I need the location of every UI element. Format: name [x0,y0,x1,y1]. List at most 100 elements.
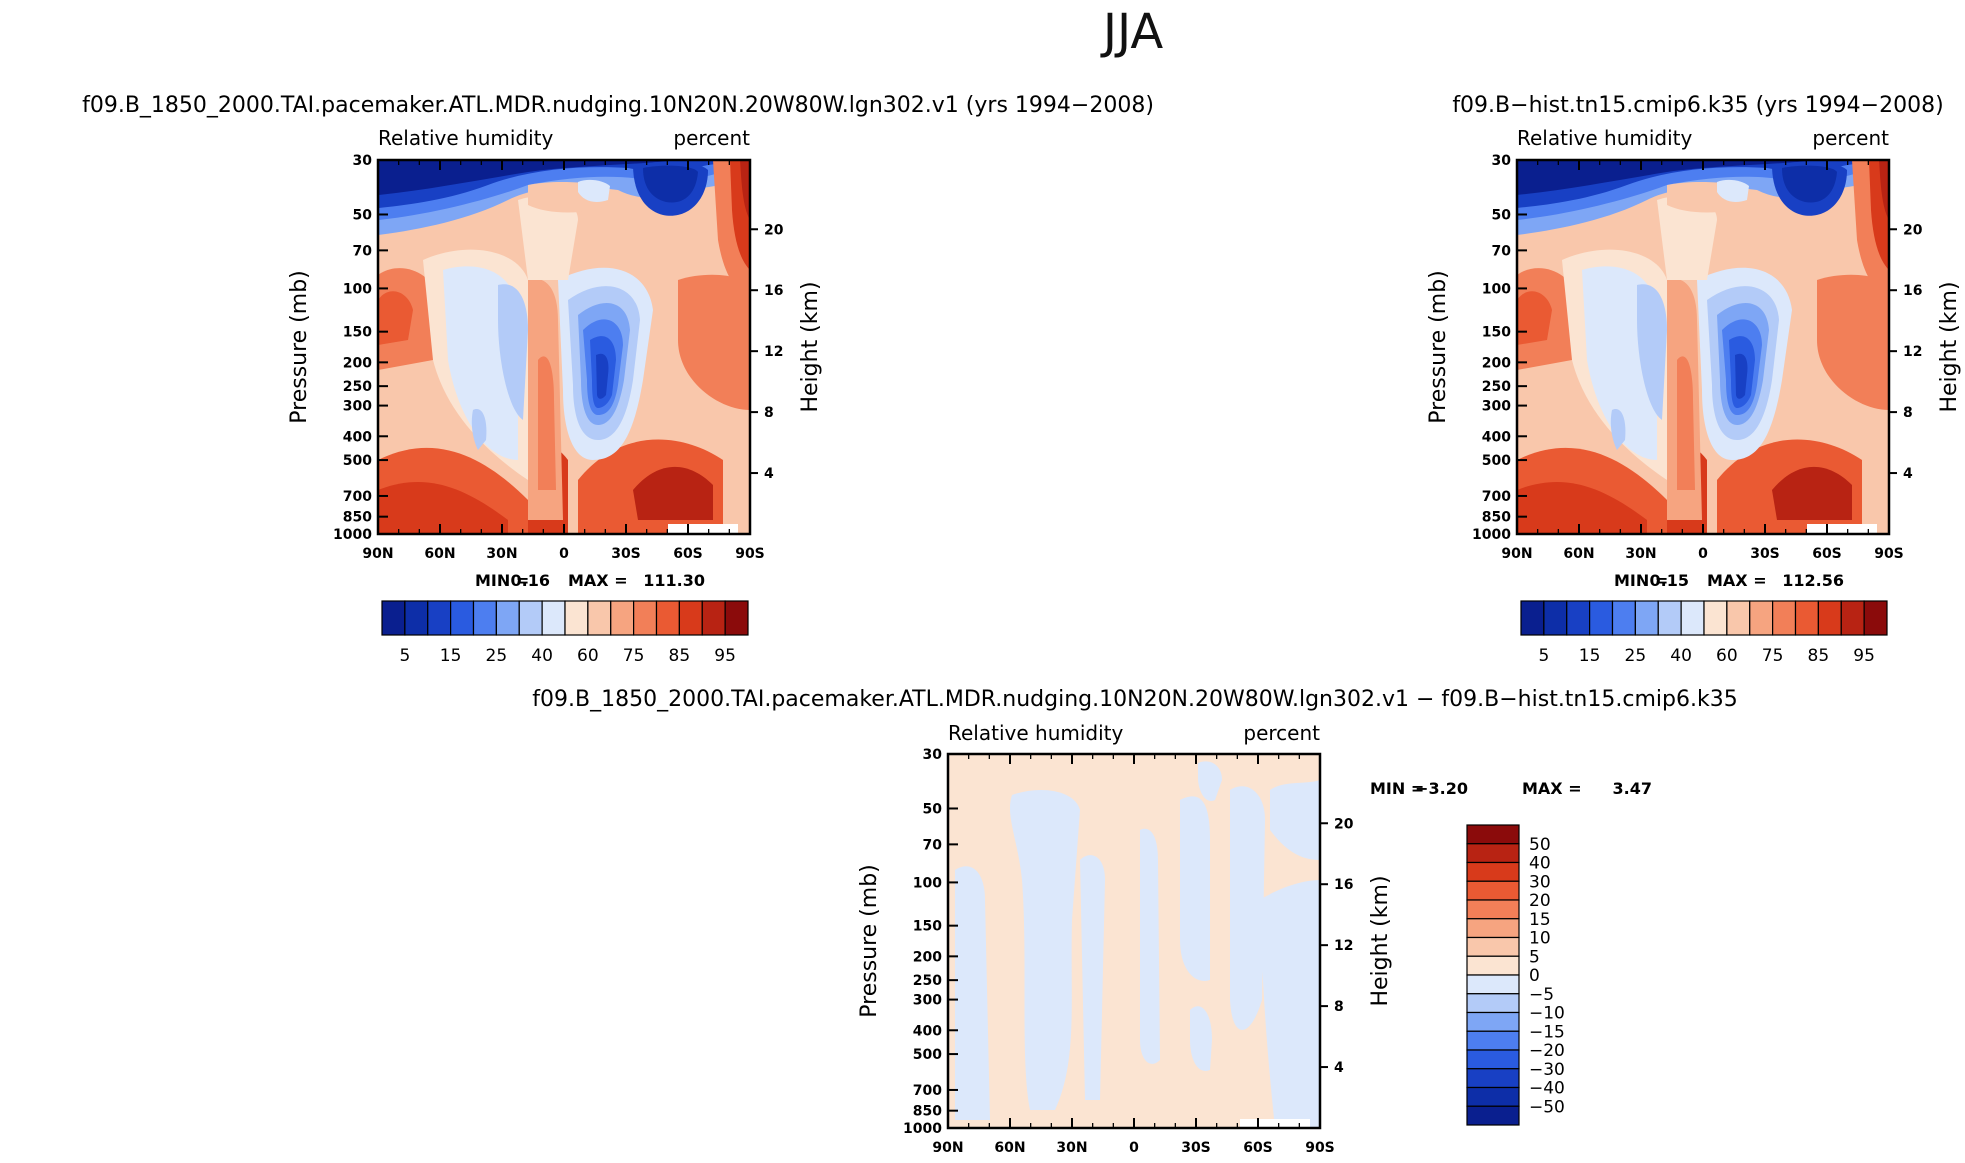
colorbar-label: 40 [1670,646,1692,666]
colorbar-swatch [1611,600,1636,636]
colorbar-swatch [1863,600,1888,636]
x-tick-label: 30S [1750,546,1780,562]
y-tick-label: 150 [913,919,942,935]
colorbar-label: 40 [1529,854,1551,874]
y-tick-label: 250 [913,973,942,989]
max-label: MAX = [1522,779,1582,798]
y2-tick-label: 12 [1334,938,1353,954]
y-tick-label: 250 [343,379,372,395]
colorbar-label: −10 [1529,1004,1565,1024]
colorbar-swatch [1634,600,1659,636]
panel-title: f09.B_1850_2000.TAI.pacemaker.ATL.MDR.nu… [532,687,1737,712]
colorbar-swatch [1772,600,1797,636]
y2-axis-label: Height (km) [1937,281,1962,412]
colorbar-label: 15 [1529,910,1551,930]
colorbar-label: 10 [1529,929,1551,949]
y-tick-label: 150 [1482,325,1511,341]
colorbar-swatch [1466,974,1520,995]
y-tick-label: 300 [1482,399,1511,415]
x-tick-label: 60N [424,546,455,562]
panel-title: f09.B_1850_2000.TAI.pacemaker.ATL.MDR.nu… [82,93,1154,118]
colorbar-swatch [381,600,406,636]
y-tick-label: 700 [1482,489,1511,505]
colorbar-swatch [1466,936,1520,957]
colorbar-swatch [701,600,726,636]
y2-tick-label: 8 [1334,999,1344,1015]
colorbar-label: 25 [1625,646,1647,666]
y-tick-label: 1000 [903,1121,942,1137]
page-title: JJA [1100,4,1163,60]
y-tick-label: 50 [353,207,373,223]
y2-tick-label: 20 [764,222,784,238]
colorbar-swatch [1703,600,1728,636]
y-tick-label: 200 [343,355,372,371]
colorbar-swatch [1726,600,1751,636]
y2-tick-label: 16 [764,283,783,299]
colorbar-label: 85 [1808,646,1830,666]
y2-tick-label: 4 [1334,1060,1344,1076]
colorbar-swatch [655,600,680,636]
colorbar-swatch [1466,1086,1520,1107]
x-tick-label: 30N [1056,1140,1087,1156]
x-tick-label: 30N [1625,546,1656,562]
colorbar-swatch [610,600,635,636]
x-tick-label: 60S [673,546,703,562]
colorbar-label: 85 [669,646,691,666]
y2-tick-label: 12 [1903,344,1922,360]
colorbar-swatch [1466,824,1520,845]
colorbar-swatch [1589,600,1614,636]
y-tick-label: 70 [1492,243,1512,259]
max-value: 111.30 [643,571,705,590]
colorbar-label: 25 [486,646,508,666]
colorbar-swatch [518,600,543,636]
colorbar-label: 60 [577,646,599,666]
y2-tick-label: 12 [764,344,783,360]
colorbar-label: 15 [1579,646,1601,666]
y-tick-label: 500 [343,453,372,469]
y2-tick-label: 4 [1903,466,1913,482]
colorbar-label: 95 [1853,646,1875,666]
colorbar-swatch [564,600,589,636]
y-tick-label: 300 [343,399,372,415]
y-tick-label: 70 [353,243,373,259]
y2-axis-label: Height (km) [798,281,823,412]
variable-label: Relative humidity [948,721,1123,745]
colorbar-swatch [1466,880,1520,901]
max-value: 112.56 [1782,571,1844,590]
x-tick-label: 30S [1181,1140,1211,1156]
colorbar-label: 60 [1716,646,1738,666]
x-tick-label: 0 [1129,1140,1139,1156]
y2-tick-label: 8 [1903,405,1913,421]
y-tick-label: 400 [913,1023,942,1039]
max-label: MAX = [568,571,628,590]
colorbar-label: −5 [1529,985,1554,1005]
panel-right: f09.B−hist.tn15.cmip6.k35 (yrs 1994−2008… [1426,93,1962,666]
colorbar-label: 0 [1529,966,1540,986]
y2-tick-label: 20 [1903,222,1923,238]
y-axis-label: Pressure (mb) [1426,270,1451,424]
y-tick-label: 30 [923,747,943,763]
colorbar-swatch [1466,1030,1520,1051]
colorbar-swatch [1817,600,1842,636]
colorbar-swatch [1466,861,1520,882]
variable-label: Relative humidity [378,126,553,150]
colorbar-swatch [541,600,566,636]
colorbar-label: −20 [1529,1041,1565,1061]
colorbar-swatch [427,600,452,636]
y2-tick-label: 16 [1903,283,1922,299]
colorbar-swatch [633,600,658,636]
colorbar-label: 5 [399,646,410,666]
colorbar-label: 5 [1538,646,1549,666]
colorbar-label: −40 [1529,1079,1565,1099]
y-tick-label: 200 [1482,355,1511,371]
y-tick-label: 250 [1482,379,1511,395]
colorbar-label: 5 [1529,947,1540,967]
x-tick-label: 60N [994,1140,1025,1156]
y-tick-label: 500 [913,1047,942,1063]
y-tick-label: 30 [1492,153,1512,169]
colorbar-swatch [1466,1011,1520,1032]
colorbar-label: 40 [531,646,553,666]
y-tick-label: 400 [1482,429,1511,445]
panel-diff: f09.B_1850_2000.TAI.pacemaker.ATL.MDR.nu… [532,687,1737,1156]
